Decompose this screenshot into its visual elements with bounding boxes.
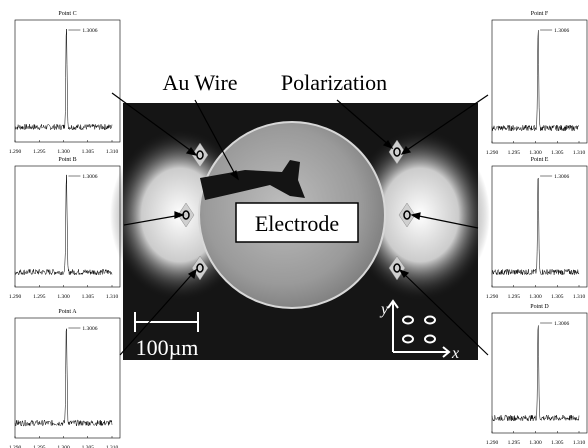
- x-tick-label: 1.290: [9, 149, 22, 155]
- spectrum: [15, 29, 112, 130]
- peak-label: 1.3006: [82, 326, 97, 332]
- x-tick-label: 1.290: [486, 294, 499, 300]
- x-tick-label: 1.295: [508, 440, 521, 446]
- x-tick-label: 1.290: [486, 440, 499, 446]
- x-tick-label: 1.300: [529, 294, 542, 300]
- panel-frame: [15, 318, 120, 438]
- figure: Au Wire Polarization Electrode 100µm y x…: [0, 0, 588, 448]
- peak-label: 1.3006: [554, 28, 569, 34]
- x-tick-label: 1.305: [551, 294, 564, 300]
- x-tick-label: 1.305: [551, 440, 564, 446]
- x-tick-label: 1.295: [33, 149, 46, 155]
- peak-label: 1.3006: [554, 321, 569, 327]
- x-tick-label: 1.290: [9, 294, 22, 300]
- x-tick-label: 1.310: [106, 294, 119, 300]
- x-tick-label: 1.305: [82, 294, 95, 300]
- x-tick-label: 1.290: [486, 150, 499, 156]
- polarization-label: Polarization: [281, 70, 387, 95]
- electrode-label: Electrode: [255, 211, 339, 236]
- panel-title: Point D: [530, 304, 549, 310]
- x-tick-label: 1.300: [529, 440, 542, 446]
- x-tick-label: 1.310: [573, 294, 586, 300]
- spectrum: [492, 30, 579, 131]
- x-tick-label: 1.295: [33, 294, 46, 300]
- scale-label: 100µm: [136, 335, 199, 360]
- x-tick-label: 1.310: [106, 149, 119, 155]
- spectrum: [15, 175, 112, 275]
- spectrum: [15, 329, 112, 426]
- x-tick-label: 1.305: [551, 150, 564, 156]
- panel-title: Point C: [58, 11, 76, 17]
- y-axis-label: y: [379, 301, 389, 318]
- x-tick-label: 1.305: [82, 149, 95, 155]
- x-tick-label: 1.300: [57, 294, 70, 300]
- x-tick-label: 1.300: [529, 150, 542, 156]
- peak-label: 1.3006: [554, 174, 569, 180]
- peak-label: 1.3006: [82, 28, 97, 34]
- panel-title: Point B: [58, 157, 76, 163]
- spectrum: [492, 178, 579, 275]
- panel-title: Point A: [58, 309, 77, 315]
- panel-title: Point F: [531, 11, 549, 17]
- panel-frame: [492, 166, 587, 287]
- panel-frame: [15, 166, 120, 287]
- x-axis-label: x: [451, 345, 459, 362]
- au-wire-label: Au Wire: [162, 70, 237, 95]
- x-tick-label: 1.295: [508, 150, 521, 156]
- x-tick-label: 1.310: [573, 150, 586, 156]
- peak-label: 1.3006: [82, 174, 97, 180]
- panel-frame: [492, 20, 587, 143]
- spectrum: [492, 325, 579, 421]
- panel-title: Point E: [531, 157, 549, 163]
- x-tick-label: 1.300: [57, 149, 70, 155]
- x-tick-label: 1.310: [573, 440, 586, 446]
- panel-frame: [15, 20, 120, 142]
- x-tick-label: 1.295: [508, 294, 521, 300]
